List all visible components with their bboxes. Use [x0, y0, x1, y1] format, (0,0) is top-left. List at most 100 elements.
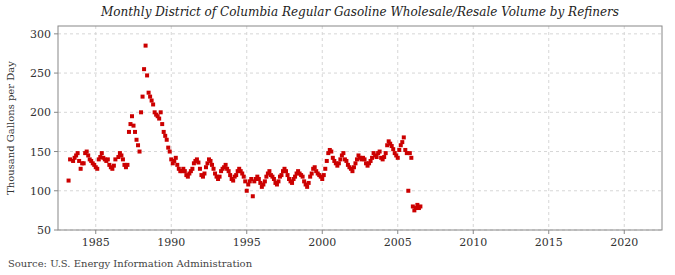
- point: [86, 153, 90, 157]
- point: [82, 161, 86, 165]
- point: [284, 169, 288, 173]
- x-tick-label: 2000: [308, 236, 336, 249]
- x-grid-line: [95, 26, 96, 230]
- point: [310, 172, 314, 176]
- y-tick: [54, 33, 58, 34]
- x-tick: [95, 230, 96, 234]
- point: [245, 189, 249, 193]
- y-grid-line: [58, 151, 662, 152]
- point: [227, 169, 231, 173]
- x-tick: [171, 230, 172, 234]
- point: [127, 130, 131, 134]
- point: [160, 122, 164, 126]
- point: [408, 151, 412, 155]
- x-grid-line: [624, 26, 625, 230]
- point: [305, 185, 309, 189]
- point: [352, 165, 356, 169]
- point: [159, 110, 163, 114]
- point: [139, 110, 143, 114]
- x-tick: [246, 230, 247, 234]
- y-tick: [54, 230, 58, 231]
- point: [138, 150, 142, 154]
- point: [163, 134, 167, 138]
- y-tick: [54, 151, 58, 152]
- point: [198, 167, 202, 171]
- title: Monthly District of Columbia Regular Gas…: [100, 5, 619, 19]
- point: [276, 179, 280, 183]
- point: [148, 95, 152, 99]
- point: [100, 151, 104, 155]
- point: [210, 163, 214, 167]
- point: [135, 138, 139, 142]
- x-tick-label: 1990: [157, 236, 185, 249]
- x-tick: [548, 230, 549, 234]
- point: [165, 138, 169, 142]
- point: [130, 114, 134, 118]
- point: [168, 150, 172, 154]
- point: [341, 151, 345, 155]
- y-tick: [54, 73, 58, 74]
- point: [307, 181, 311, 185]
- point: [406, 189, 410, 193]
- point: [190, 167, 194, 171]
- x-tick: [397, 230, 398, 234]
- y-tick-label: 50: [37, 224, 51, 237]
- point: [166, 146, 170, 150]
- point: [350, 169, 354, 173]
- point: [418, 204, 422, 208]
- point: [267, 169, 271, 173]
- y-tick-label: 300: [30, 28, 51, 41]
- point: [95, 167, 99, 171]
- point: [329, 150, 333, 154]
- x-tick: [473, 230, 474, 234]
- point: [263, 179, 267, 183]
- point: [251, 194, 255, 198]
- x-tick-label: 1985: [82, 236, 110, 249]
- point: [142, 67, 146, 71]
- y-tick: [54, 112, 58, 113]
- point: [234, 173, 238, 177]
- grid: [58, 26, 662, 230]
- point: [196, 161, 200, 165]
- point: [322, 173, 326, 177]
- point: [391, 147, 395, 151]
- points: [67, 44, 423, 213]
- point: [323, 167, 327, 171]
- point: [320, 177, 324, 181]
- point: [147, 91, 151, 95]
- x-grid-line: [548, 26, 549, 230]
- point: [162, 130, 166, 134]
- point: [157, 117, 161, 121]
- y-tick-label: 250: [30, 67, 51, 80]
- point: [337, 161, 341, 165]
- y-grid-line: [58, 73, 662, 74]
- x-grid-line: [473, 26, 474, 230]
- x-tick: [624, 230, 625, 234]
- point: [150, 99, 154, 103]
- point: [290, 181, 294, 185]
- x-grid-line: [246, 26, 247, 230]
- point: [382, 155, 386, 159]
- point: [409, 156, 413, 160]
- point: [396, 156, 400, 160]
- point: [218, 175, 222, 179]
- x-tick: [322, 230, 323, 234]
- point: [121, 157, 125, 161]
- point: [67, 179, 71, 183]
- point: [279, 173, 283, 177]
- point: [353, 161, 357, 165]
- x-tick-label: 2005: [384, 236, 412, 249]
- point: [344, 159, 348, 163]
- axes: 5010015020025030019851990199520002005201…: [30, 28, 638, 249]
- y-grid-line: [58, 190, 662, 191]
- point: [384, 151, 388, 155]
- chart: 5010015020025030019851990199520002005201…: [0, 0, 675, 275]
- point: [272, 177, 276, 181]
- y-tick-label: 200: [30, 106, 51, 119]
- point: [151, 102, 155, 106]
- point: [141, 95, 145, 99]
- point: [242, 175, 246, 179]
- point: [212, 167, 216, 171]
- point: [325, 159, 329, 163]
- point: [224, 163, 228, 167]
